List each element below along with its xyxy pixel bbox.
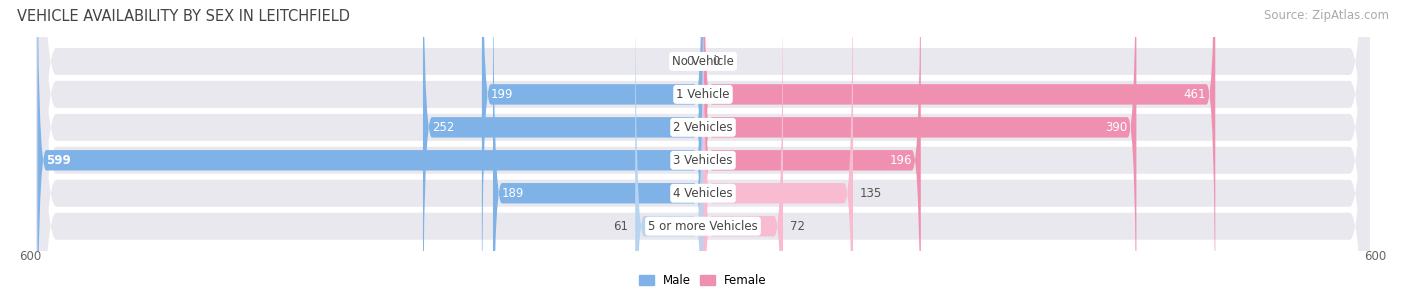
Text: 199: 199 <box>491 88 513 101</box>
Text: 135: 135 <box>859 187 882 200</box>
Text: 600: 600 <box>20 250 42 263</box>
Text: 61: 61 <box>613 220 628 233</box>
Text: 390: 390 <box>1105 121 1128 134</box>
Text: 5 or more Vehicles: 5 or more Vehicles <box>648 220 758 233</box>
FancyBboxPatch shape <box>37 0 1369 306</box>
Text: 189: 189 <box>502 187 524 200</box>
FancyBboxPatch shape <box>703 0 783 306</box>
Text: 252: 252 <box>432 121 454 134</box>
FancyBboxPatch shape <box>37 0 1369 306</box>
FancyBboxPatch shape <box>37 0 1369 306</box>
Text: 1 Vehicle: 1 Vehicle <box>676 88 730 101</box>
Text: 2 Vehicles: 2 Vehicles <box>673 121 733 134</box>
Text: 72: 72 <box>790 220 804 233</box>
FancyBboxPatch shape <box>703 0 921 306</box>
Legend: Male, Female: Male, Female <box>634 270 772 292</box>
Text: Source: ZipAtlas.com: Source: ZipAtlas.com <box>1264 9 1389 22</box>
Text: 0: 0 <box>711 55 720 68</box>
FancyBboxPatch shape <box>423 0 703 306</box>
FancyBboxPatch shape <box>37 0 1369 306</box>
Text: 4 Vehicles: 4 Vehicles <box>673 187 733 200</box>
FancyBboxPatch shape <box>494 0 703 306</box>
Text: 599: 599 <box>46 154 72 167</box>
FancyBboxPatch shape <box>636 0 703 306</box>
Text: 0: 0 <box>686 55 695 68</box>
FancyBboxPatch shape <box>703 0 1215 306</box>
FancyBboxPatch shape <box>37 0 1369 306</box>
FancyBboxPatch shape <box>703 0 853 306</box>
FancyBboxPatch shape <box>482 0 703 306</box>
Text: No Vehicle: No Vehicle <box>672 55 734 68</box>
Text: VEHICLE AVAILABILITY BY SEX IN LEITCHFIELD: VEHICLE AVAILABILITY BY SEX IN LEITCHFIE… <box>17 9 350 24</box>
Text: 196: 196 <box>890 154 912 167</box>
FancyBboxPatch shape <box>37 0 1369 306</box>
FancyBboxPatch shape <box>703 0 1136 306</box>
Text: 461: 461 <box>1184 88 1206 101</box>
FancyBboxPatch shape <box>38 0 703 306</box>
Text: 3 Vehicles: 3 Vehicles <box>673 154 733 167</box>
Text: 600: 600 <box>1364 250 1386 263</box>
